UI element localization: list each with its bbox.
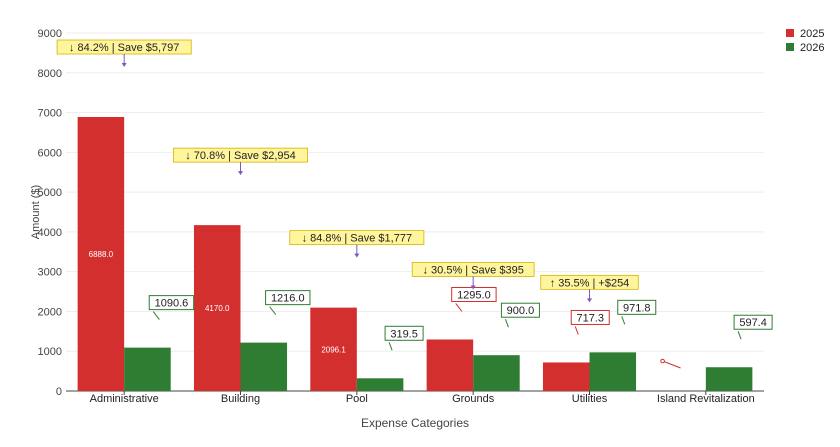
- change-annotation-arrowhead: [121, 63, 127, 68]
- legend-swatch-2026[interactable]: [786, 43, 794, 51]
- change-annotations: ↓ 84.2% | Save $5,797 ↓ 70.8% | Save $2,9…: [56, 39, 639, 303]
- bar-value-label: 4170.0: [205, 304, 230, 313]
- bar-value-label: 1090.6: [155, 298, 189, 310]
- x-tick-label: Utilities: [572, 393, 608, 405]
- x-tick-label: Administrative: [90, 393, 159, 405]
- change-annotation-arrowhead: [587, 298, 592, 303]
- x-tick-label: Island Revitalization: [657, 393, 755, 405]
- bar-label-leader: [152, 311, 160, 320]
- legend-swatch-2025[interactable]: [786, 29, 794, 37]
- change-annotation-text: ↓ 70.8% | Save $2,954: [185, 150, 296, 162]
- bar-value-label: 971.8: [623, 302, 651, 314]
- change-annotation-arrowhead: [470, 285, 476, 290]
- bar-label-box: [384, 325, 424, 341]
- bar-2025[interactable]: [426, 339, 474, 391]
- bar-2025[interactable]: [77, 117, 125, 391]
- y-tick-label: 8000: [38, 68, 62, 80]
- y-tick-label: 4000: [38, 227, 62, 239]
- bar-label-leader: [574, 326, 579, 335]
- bar-label-box: [265, 290, 311, 306]
- zero-value-leader: [662, 360, 681, 369]
- bar-2026[interactable]: [124, 347, 171, 391]
- bar-2026[interactable]: [356, 378, 404, 391]
- y-tick-label: 1000: [38, 346, 62, 358]
- y-axis-title: Amount ($): [30, 185, 42, 239]
- bar-value-label: 1216.0: [271, 293, 305, 305]
- legend-label-2026[interactable]: 2026: [800, 42, 824, 54]
- legend[interactable]: 2025 2026: [786, 28, 824, 54]
- bar-value-label: 900.0: [507, 305, 535, 317]
- bars: [77, 117, 753, 391]
- bar-label-box: [733, 314, 773, 330]
- bar-label-box: [570, 309, 610, 325]
- x-axis-title: Expense Categories: [361, 416, 469, 430]
- bar-value-label: 717.3: [576, 312, 604, 324]
- y-tick-label: 3000: [38, 267, 62, 279]
- bar-value-label: 319.5: [390, 328, 418, 340]
- y-tick-label: 5000: [38, 187, 62, 199]
- change-annotation-text: ↓ 30.5% | Save $395: [423, 264, 524, 276]
- x-tick-label: Grounds: [452, 393, 495, 405]
- bar-2025[interactable]: [310, 307, 357, 391]
- y-tick-label: 7000: [38, 108, 62, 120]
- y-tick-label: 0: [56, 386, 62, 398]
- change-annotation-text: ↑ 35.5% | +$254: [550, 277, 630, 289]
- zero-value-marker: [660, 358, 665, 364]
- change-annotation-text: ↓ 84.8% | Save $1,777: [302, 233, 413, 245]
- x-tick-label: Building: [221, 393, 260, 405]
- bar-2026[interactable]: [473, 355, 520, 391]
- bar-2025[interactable]: [193, 225, 241, 391]
- x-tick-label: Pool: [346, 393, 368, 405]
- bar-2026[interactable]: [240, 342, 288, 391]
- change-annotation-arrowhead: [354, 253, 360, 258]
- bar-label-leader: [504, 319, 509, 328]
- bar-label-box: [500, 302, 540, 318]
- bar-2026[interactable]: [705, 367, 753, 391]
- bar-2025[interactable]: [542, 362, 590, 391]
- bar-label-leader: [455, 303, 463, 312]
- bar-label-box: [617, 299, 657, 315]
- y-tick-label: 6000: [38, 147, 62, 159]
- bar-value-label: 2096.1: [321, 345, 346, 354]
- bar-label-box: [148, 295, 195, 311]
- bar-value-label: 597.4: [739, 317, 767, 329]
- bar-labels: 6888.0 4170.0 2096.1 1295.0 717.3 1090.6 1216.…: [89, 250, 773, 369]
- bar-value-label: 1295.0: [457, 289, 491, 301]
- bar-label-leader: [388, 342, 393, 351]
- change-annotation-text: ↓ 84.2% | Save $5,797: [69, 42, 180, 54]
- bar-label-leader: [621, 316, 626, 325]
- bar-label-leader: [269, 306, 277, 315]
- axes: 0 1000 2000 3000 4000 5000 6000 7000 8000 9000 Adm…: [38, 28, 764, 405]
- bar-value-label: 6888.0: [89, 250, 114, 259]
- bar-label-leader: [737, 331, 742, 340]
- y-tick-label: 9000: [38, 28, 62, 40]
- y-tick-label: 2000: [38, 306, 62, 318]
- legend-label-2025[interactable]: 2025: [800, 28, 824, 40]
- change-annotation-arrowhead: [238, 171, 243, 176]
- bar-2026[interactable]: [589, 352, 637, 391]
